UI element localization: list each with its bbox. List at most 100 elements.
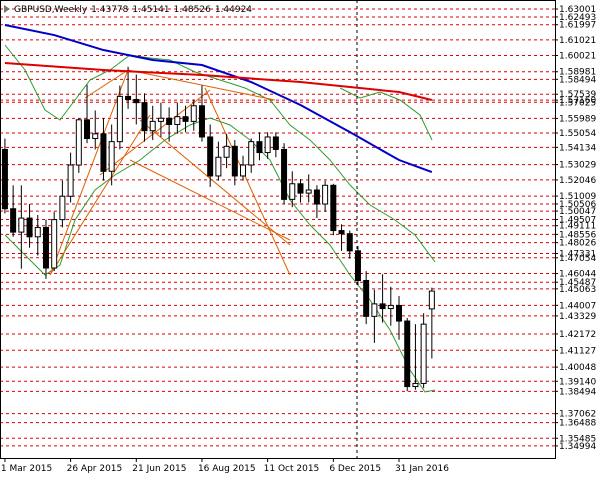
candle-body bbox=[404, 320, 411, 388]
header-value: 1.48526 bbox=[174, 5, 211, 15]
candle-body bbox=[51, 219, 58, 269]
candle-body bbox=[371, 303, 378, 317]
candle-body bbox=[363, 279, 370, 317]
y-tick-label: 1.52046 bbox=[559, 176, 596, 186]
chart-title: GBPUSD,Weekly 1.43778 1.45141 1.48526 1.4492… bbox=[14, 5, 252, 15]
y-tick-label: 1.55989 bbox=[559, 114, 596, 124]
candle-body bbox=[108, 141, 115, 172]
y-tick-label: 1.49111 bbox=[559, 222, 596, 232]
candle-body bbox=[264, 136, 271, 154]
moving-average bbox=[4, 62, 433, 101]
header-values: 1.43778 1.45141 1.48526 1.44924 bbox=[91, 5, 252, 15]
x-tick-label: 6 Dec 2015 bbox=[329, 464, 381, 474]
y-tick-label: 1.63001 bbox=[559, 5, 596, 15]
candle-body bbox=[100, 133, 107, 172]
candle-body bbox=[354, 250, 361, 281]
candle-body bbox=[281, 148, 288, 200]
candle-body bbox=[272, 136, 279, 150]
y-tick-label: 1.51009 bbox=[559, 192, 596, 202]
candle-body bbox=[190, 105, 197, 122]
trend-line bbox=[49, 69, 129, 276]
candle-body bbox=[330, 184, 337, 232]
candle-body bbox=[141, 102, 148, 132]
plot bbox=[1, 24, 435, 392]
candle-body bbox=[256, 141, 263, 154]
candle-body bbox=[149, 120, 156, 132]
y-tick-label: 1.48556 bbox=[559, 230, 596, 240]
candle-body bbox=[75, 119, 82, 166]
y-tick-label: 1.57025 bbox=[559, 98, 596, 108]
y-tick-label: 1.37062 bbox=[559, 410, 596, 420]
x-tick-label: 16 Aug 2015 bbox=[198, 464, 256, 474]
x-tick-label: 11 Oct 2015 bbox=[264, 464, 320, 474]
candle-body bbox=[34, 226, 41, 238]
candle-body bbox=[42, 226, 49, 269]
y-tick-label: 1.35485 bbox=[559, 434, 596, 444]
y-tick-label: 1.49507 bbox=[559, 216, 596, 226]
trend-line bbox=[129, 159, 291, 241]
y-tick-label: 1.55054 bbox=[559, 129, 596, 139]
candle-body bbox=[297, 183, 304, 194]
candle-body bbox=[240, 164, 247, 177]
candle-body bbox=[18, 217, 25, 233]
candle-body bbox=[322, 184, 329, 205]
y-tick-label: 1.58494 bbox=[559, 75, 596, 85]
candle-body bbox=[198, 105, 205, 138]
candle-body bbox=[67, 164, 74, 197]
candle-body bbox=[338, 230, 345, 235]
candle-body bbox=[346, 233, 353, 252]
header-value: 1.45141 bbox=[132, 5, 169, 15]
trend-lines bbox=[49, 69, 291, 276]
candle-body bbox=[305, 189, 312, 194]
y-tick-label: 1.54134 bbox=[559, 143, 596, 153]
y-tick-label: 1.47331 bbox=[559, 249, 596, 259]
x-tick-label: 31 Jan 2016 bbox=[395, 464, 449, 474]
candle-body bbox=[84, 119, 91, 140]
trend-line bbox=[139, 119, 291, 246]
candle-body bbox=[248, 141, 255, 166]
candle-body bbox=[166, 117, 173, 125]
y-tick-label: 1.50506 bbox=[559, 200, 596, 210]
y-tick-label: 1.57539 bbox=[559, 90, 596, 100]
candle-body bbox=[1, 148, 8, 210]
trend-line bbox=[84, 69, 129, 99]
levels bbox=[0, 8, 555, 447]
candle-body bbox=[157, 117, 164, 122]
candle-body bbox=[231, 145, 238, 177]
y-tick-label: 1.61997 bbox=[559, 21, 596, 31]
y-tick-label: 1.34994 bbox=[559, 442, 596, 452]
candle-body bbox=[59, 195, 66, 221]
icon bbox=[4, 5, 10, 13]
y-tick-label: 1.41127 bbox=[559, 346, 596, 356]
candle-body bbox=[26, 217, 33, 238]
y-tick-label: 1.43329 bbox=[559, 312, 596, 322]
x-tick-label: 26 Apr 2015 bbox=[67, 464, 123, 474]
y-tick-label: 1.36488 bbox=[559, 419, 596, 429]
y-tick-label: 1.47054 bbox=[559, 254, 596, 264]
y-tick-label: 1.38494 bbox=[559, 387, 596, 397]
y-tick-label: 1.42172 bbox=[559, 330, 596, 340]
header-value: 1.44924 bbox=[215, 5, 252, 15]
x-tick-label: 21 Jun 2015 bbox=[132, 464, 186, 474]
y-tick-label: 1.40048 bbox=[559, 363, 596, 373]
moving-average bbox=[4, 24, 433, 173]
header-value: 1.43778 bbox=[91, 5, 128, 15]
candle-body bbox=[174, 116, 181, 125]
y-tick-label: 1.62493 bbox=[559, 13, 596, 23]
trend-line bbox=[49, 114, 151, 276]
candle-body bbox=[125, 95, 132, 101]
symbol: GBPUSD,Weekly bbox=[14, 5, 88, 15]
y-tick-label: 1.53029 bbox=[559, 161, 596, 171]
candle-body bbox=[412, 382, 419, 388]
candle-body bbox=[182, 116, 189, 122]
candle-body bbox=[379, 303, 386, 310]
y-tick-label: 1.45487 bbox=[559, 278, 596, 288]
y-tick-label: 1.46044 bbox=[559, 270, 596, 280]
y-tick-label: 1.50047 bbox=[559, 207, 596, 217]
candle-body bbox=[396, 304, 403, 322]
candle-body bbox=[92, 133, 99, 140]
candle-body bbox=[428, 290, 435, 310]
candle-body bbox=[313, 189, 320, 205]
